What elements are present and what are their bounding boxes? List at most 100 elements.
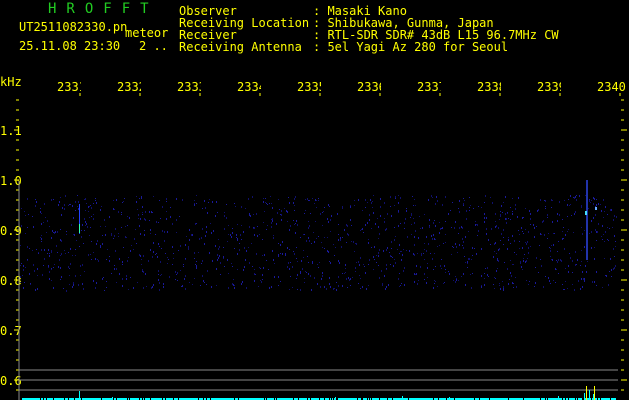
signal-bar	[490, 398, 491, 400]
noise-pixel	[145, 219, 146, 221]
noise-pixel	[529, 210, 530, 212]
signal-bar	[229, 398, 230, 400]
noise-pixel	[33, 226, 34, 228]
filename: UT2511082330.pn	[19, 20, 128, 34]
noise-pixel	[40, 237, 41, 238]
noise-pixel	[528, 247, 529, 249]
signal-bar	[602, 398, 603, 400]
signal-bar	[231, 398, 232, 400]
noise-pixel	[549, 247, 550, 248]
noise-pixel	[254, 269, 255, 270]
noise-pixel	[210, 223, 211, 224]
signal-bar	[252, 398, 253, 400]
noise-pixel	[433, 222, 434, 224]
noise-pixel	[33, 264, 34, 266]
noise-pixel	[78, 201, 79, 203]
noise-pixel	[581, 206, 582, 208]
noise-pixel	[553, 233, 554, 234]
noise-pixel	[282, 253, 283, 255]
noise-pixel	[274, 276, 275, 278]
noise-pixel	[75, 275, 76, 277]
noise-pixel	[136, 201, 137, 203]
noise-pixel	[537, 210, 538, 212]
signal-bar	[365, 398, 366, 400]
noise-pixel	[521, 227, 522, 229]
noise-pixel	[305, 210, 306, 211]
noise-pixel	[567, 288, 568, 289]
noise-pixel	[284, 208, 285, 209]
signal-peak	[586, 386, 587, 400]
noise-pixel	[196, 195, 197, 196]
noise-pixel	[586, 271, 587, 273]
noise-pixel	[295, 223, 296, 224]
noise-pixel	[594, 258, 595, 260]
x-tick-label: 2337	[417, 80, 441, 94]
noise-pixel	[395, 196, 396, 198]
noise-pixel	[144, 234, 145, 236]
noise-pixel	[464, 200, 465, 201]
noise-pixel	[503, 289, 504, 291]
noise-pixel	[584, 246, 585, 247]
noise-pixel	[543, 220, 544, 222]
noise-pixel	[424, 273, 425, 275]
signal-bar	[289, 398, 290, 400]
signal-bar	[378, 398, 379, 400]
signal-bar	[236, 398, 237, 400]
signal-bar	[364, 398, 365, 400]
signal-bar	[458, 398, 459, 400]
noise-pixel	[309, 225, 310, 227]
noise-pixel	[503, 229, 504, 231]
signal-bar	[299, 398, 300, 400]
noise-pixel	[61, 214, 62, 216]
noise-pixel	[304, 282, 305, 283]
noise-pixel	[398, 202, 399, 204]
noise-pixel	[273, 259, 274, 261]
noise-pixel	[340, 237, 341, 239]
signal-bar	[530, 398, 531, 400]
noise-pixel	[260, 268, 261, 269]
noise-pixel	[384, 221, 385, 223]
noise-pixel	[116, 268, 117, 270]
noise-pixel	[85, 210, 86, 211]
noise-pixel	[60, 197, 61, 198]
noise-pixel	[177, 280, 178, 281]
noise-pixel	[495, 278, 496, 279]
noise-pixel	[604, 241, 605, 242]
signal-bar	[166, 398, 167, 400]
signal-bar	[225, 398, 226, 400]
noise-pixel	[439, 222, 440, 223]
signal-bar	[537, 398, 538, 400]
noise-pixel	[612, 227, 613, 228]
signal-bar	[254, 398, 255, 400]
noise-pixel	[64, 250, 65, 251]
signal-bar	[414, 398, 415, 400]
noise-pixel	[432, 238, 433, 240]
noise-pixel	[550, 248, 551, 249]
signal-bar	[441, 398, 442, 400]
noise-pixel	[434, 283, 435, 284]
noise-pixel	[145, 273, 146, 275]
noise-pixel	[58, 204, 59, 206]
noise-pixel	[152, 286, 153, 288]
noise-pixel	[568, 199, 569, 200]
noise-pixel	[429, 226, 430, 228]
noise-pixel	[535, 282, 536, 284]
noise-pixel	[472, 255, 473, 256]
noise-pixel	[512, 198, 513, 199]
noise-pixel	[557, 213, 558, 215]
signal-bar	[273, 398, 274, 400]
noise-pixel	[254, 273, 255, 275]
noise-pixel	[91, 241, 92, 242]
signal-bar	[75, 398, 76, 400]
noise-pixel	[131, 245, 132, 246]
noise-pixel	[519, 234, 520, 235]
noise-pixel	[465, 236, 466, 238]
signal-bar	[366, 398, 367, 400]
signal-bar	[460, 398, 461, 400]
noise-pixel	[562, 238, 563, 240]
noise-pixel	[216, 285, 217, 286]
noise-pixel	[348, 277, 349, 279]
signal-bar	[372, 398, 373, 400]
noise-pixel	[233, 279, 234, 280]
noise-pixel	[548, 277, 549, 279]
